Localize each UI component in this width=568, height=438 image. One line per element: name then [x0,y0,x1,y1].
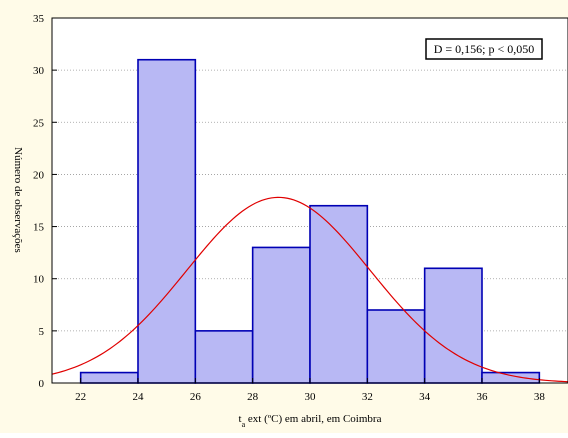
y-tick-label: 20 [33,169,45,181]
y-tick-label: 15 [33,222,45,234]
x-axis-title-rest: ext (ºC) em abril, em Coimbra [245,413,381,425]
histogram-bar [137,58,197,384]
histogram-bar [79,371,139,384]
histogram-bar [309,204,369,384]
y-tick-label: 25 [33,117,45,129]
histogram-bar [423,267,483,384]
x-axis-ticks: 22 24 26 28 30 32 34 36 38 [75,378,545,403]
histogram-bars [79,58,541,384]
y-tick-label: 30 [33,65,45,77]
y-axis-ticks: 0 5 10 15 20 25 30 35 [33,13,57,390]
x-tick-label: 32 [362,391,373,403]
histogram-bar [194,330,254,384]
x-tick-label: 26 [190,391,202,403]
x-tick-label: 38 [534,391,546,403]
x-axis-title-main: t [239,413,242,425]
x-axis-title-subscript: a [242,420,246,429]
x-tick-label: 30 [305,391,317,403]
y-tick-label: 10 [33,274,45,286]
histogram-bar [251,246,311,384]
y-tick-label: 5 [39,326,45,338]
x-tick-label: 36 [477,391,489,403]
x-tick-label: 34 [419,391,431,403]
annotation-box: D = 0,156; p < 0,050 [425,38,543,60]
x-tick-label: 24 [133,391,145,403]
y-tick-label: 0 [39,378,45,390]
x-tick-label: 28 [247,391,259,403]
y-tick-label: 35 [33,13,45,25]
annotation-text: D = 0,156; p < 0,050 [434,42,535,56]
y-axis-title: Número de observações [12,147,24,253]
histogram-bar [481,371,541,384]
x-tick-label: 22 [75,391,86,403]
normal-curve [51,196,568,383]
x-axis-title: ta ext (ºC) em abril, em Coimbra [239,413,382,429]
histogram-bar [366,309,426,384]
